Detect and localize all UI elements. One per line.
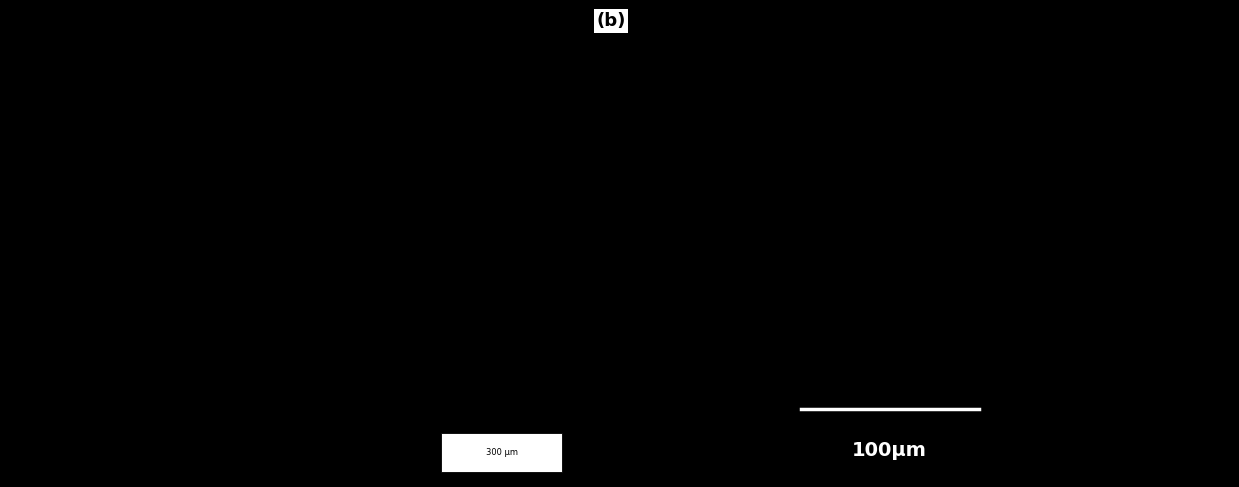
Text: (b): (b) bbox=[596, 12, 626, 30]
FancyBboxPatch shape bbox=[441, 433, 563, 472]
Text: 300 μm: 300 μm bbox=[486, 449, 518, 457]
Text: (a): (a) bbox=[9, 12, 37, 30]
Text: 100μm: 100μm bbox=[852, 441, 927, 460]
